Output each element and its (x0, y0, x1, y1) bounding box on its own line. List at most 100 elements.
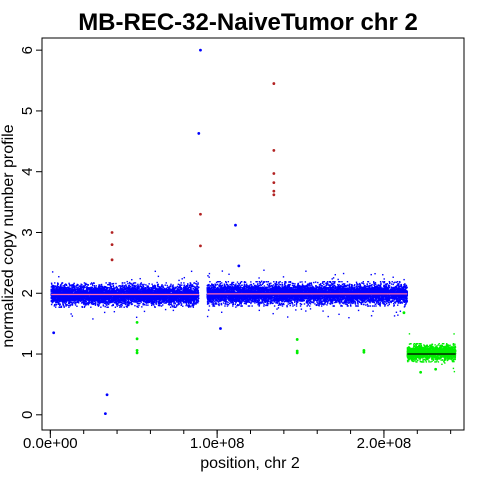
copy-number-point (170, 290, 173, 292)
copy-number-point (190, 290, 192, 292)
copy-number-point (139, 302, 141, 305)
copy-number-point (112, 284, 115, 287)
copy-number-point (61, 283, 63, 285)
copy-number-point (156, 290, 158, 292)
copy-number-point (58, 287, 60, 290)
copy-number-point (76, 289, 79, 292)
copy-number-point (123, 306, 125, 308)
copy-number-point (119, 285, 121, 287)
copy-number-point (99, 302, 101, 305)
copy-number-point (127, 282, 129, 285)
copy-number-point (111, 305, 113, 307)
copy-number-point (77, 296, 79, 299)
copy-number-point (108, 282, 110, 284)
copy-number-point (133, 287, 136, 290)
copy-number-point (187, 283, 189, 285)
copy-number-point (174, 306, 176, 308)
copy-number-point (126, 280, 128, 283)
copy-number-point (190, 297, 193, 299)
copy-number-point (136, 302, 139, 305)
copy-number-point (76, 299, 78, 301)
copy-number-point (93, 282, 95, 284)
copy-number-point (82, 295, 84, 297)
copy-number-point (168, 291, 171, 294)
copy-number-point (153, 304, 155, 306)
copy-number-point (190, 306, 192, 308)
copy-number-point (154, 285, 157, 287)
copy-number-point (69, 300, 72, 302)
copy-number-point (57, 301, 59, 304)
copy-number-point (106, 306, 108, 308)
copy-number-point (192, 285, 194, 288)
copy-number-point (115, 300, 118, 303)
copy-number-point (59, 290, 62, 292)
copy-number-point (148, 298, 151, 300)
copy-number-point (50, 303, 53, 306)
copy-number-point (102, 297, 105, 299)
copy-number-point (125, 285, 128, 288)
copy-number-point (119, 300, 122, 302)
data-points (50, 269, 457, 373)
copy-number-point (57, 286, 60, 288)
copy-number-point (90, 306, 92, 308)
copy-number-point (85, 302, 87, 305)
copy-number-point (123, 286, 125, 289)
copy-number-point (179, 301, 181, 303)
copy-number-point (59, 304, 61, 307)
copy-number-point (62, 299, 65, 301)
copy-number-point (194, 286, 196, 289)
copy-number-point (60, 305, 63, 308)
copy-number-point (177, 291, 180, 293)
copy-number-point (141, 299, 144, 301)
copy-number-point (170, 288, 172, 291)
copy-number-point (73, 285, 76, 287)
copy-number-point (128, 286, 130, 288)
copy-number-point (142, 296, 144, 298)
copy-number-point (188, 306, 190, 308)
copy-number-point (168, 301, 170, 303)
copy-number-point (62, 304, 65, 307)
copy-number-point (65, 299, 68, 301)
copy-number-point (154, 294, 156, 297)
copy-number-point (111, 291, 113, 294)
copy-number-point (60, 283, 62, 286)
copy-number-point (143, 287, 146, 289)
copy-number-point (57, 283, 59, 285)
copy-number-point (105, 298, 107, 301)
copy-number-point (60, 306, 63, 308)
copy-number-point (98, 285, 101, 287)
copy-number-point (171, 285, 174, 287)
copy-number-point (80, 283, 82, 285)
copy-number-point (192, 305, 194, 307)
copy-number-point (130, 282, 132, 285)
copy-number-point (94, 303, 96, 305)
copy-number-point (168, 304, 171, 306)
copy-number-point (100, 285, 102, 288)
copy-number-point (170, 283, 172, 286)
copy-number-point (133, 284, 136, 287)
copy-number-point (61, 299, 64, 301)
copy-number-point (162, 285, 164, 287)
copy-number-point (191, 304, 194, 306)
copy-number-point (109, 283, 111, 285)
copy-number-point (76, 305, 78, 307)
copy-number-point (114, 302, 116, 304)
copy-number-point (98, 301, 101, 303)
copy-number-point (101, 286, 104, 288)
copy-number-point (93, 284, 96, 287)
copy-number-point (68, 282, 70, 285)
copy-number-point (169, 289, 171, 291)
copy-number-point (91, 283, 93, 285)
copy-number-point (80, 299, 83, 302)
copy-number-point (51, 283, 53, 285)
copy-number-point (58, 276, 60, 278)
copy-number-point (184, 287, 186, 289)
copy-number-point (131, 286, 133, 289)
copy-number-point (145, 304, 147, 306)
copy-number-point (155, 298, 157, 301)
copy-number-point (138, 287, 140, 290)
copy-number-point (152, 295, 155, 297)
copy-number-point (73, 288, 75, 291)
copy-number-point (163, 288, 165, 290)
